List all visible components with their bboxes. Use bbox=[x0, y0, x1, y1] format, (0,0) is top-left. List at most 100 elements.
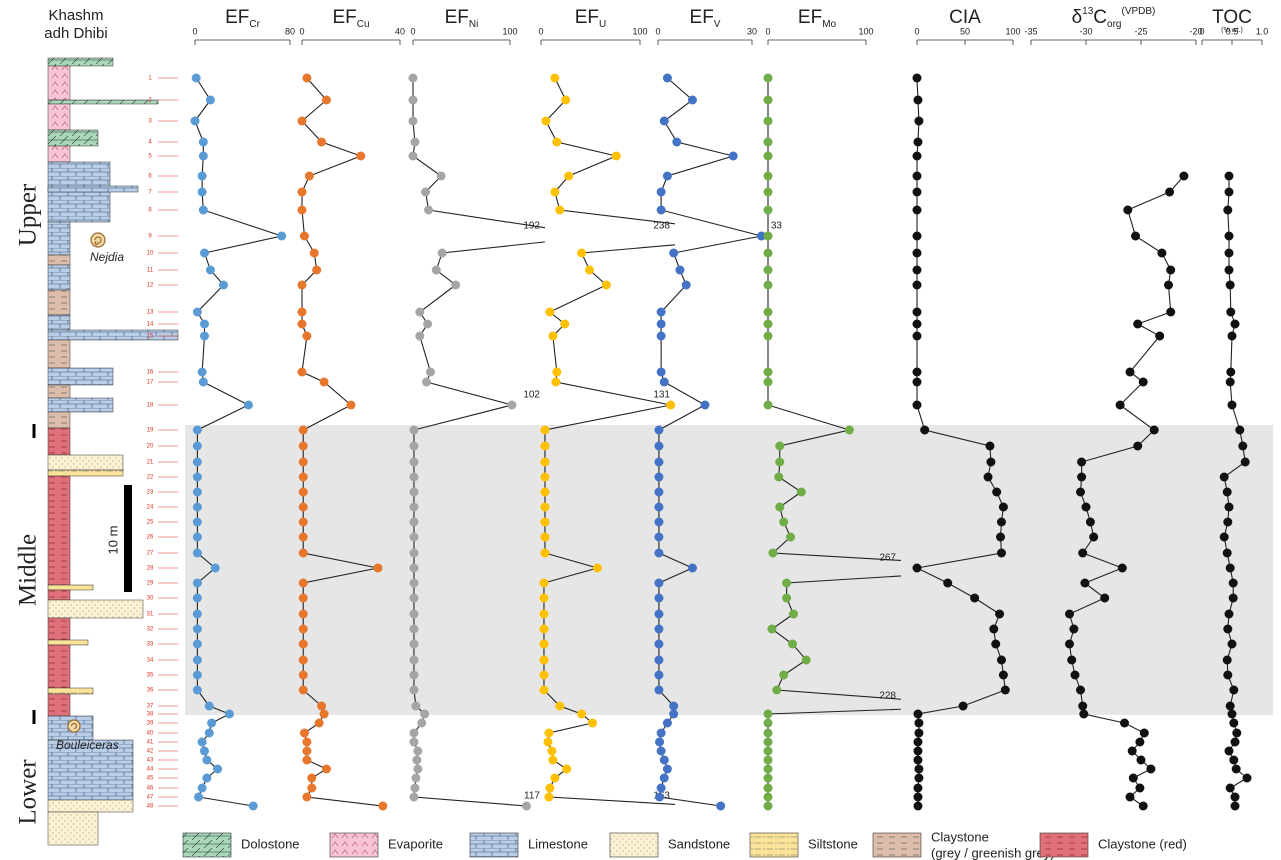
data-point bbox=[409, 594, 418, 603]
data-point bbox=[540, 458, 549, 467]
data-point bbox=[1226, 308, 1235, 317]
data-point bbox=[409, 533, 418, 542]
data-point bbox=[540, 518, 549, 527]
title-part: Cr bbox=[249, 19, 260, 30]
sample-label: 1 bbox=[148, 76, 152, 82]
lithology-bed bbox=[48, 645, 70, 688]
data-point bbox=[1164, 281, 1173, 290]
data-point bbox=[913, 378, 922, 387]
sample-label: 20 bbox=[147, 444, 154, 450]
data-point bbox=[1231, 738, 1240, 747]
data-point bbox=[764, 308, 773, 317]
data-point bbox=[409, 152, 418, 161]
panel-title: EFCu bbox=[332, 7, 369, 30]
lithology-bed bbox=[48, 104, 70, 130]
data-point bbox=[654, 473, 663, 482]
data-point bbox=[1080, 579, 1089, 588]
x-tick-label: 30 bbox=[747, 26, 757, 36]
data-point bbox=[764, 710, 773, 719]
data-point bbox=[669, 249, 678, 258]
data-point bbox=[1226, 564, 1235, 573]
sample-label: 27 bbox=[147, 551, 154, 557]
data-point bbox=[701, 401, 710, 410]
panel-title: EFNi bbox=[445, 7, 479, 30]
data-point bbox=[310, 249, 319, 258]
data-point bbox=[426, 368, 435, 377]
data-point bbox=[1226, 281, 1235, 290]
sample-label: 22 bbox=[147, 475, 154, 481]
data-point bbox=[764, 152, 773, 161]
data-point bbox=[999, 671, 1008, 680]
data-point bbox=[191, 117, 200, 126]
data-point bbox=[409, 671, 418, 680]
data-point bbox=[913, 281, 922, 290]
sample-label: 33 bbox=[147, 642, 154, 648]
data-point bbox=[657, 729, 666, 738]
data-point bbox=[913, 172, 922, 181]
data-point bbox=[206, 266, 215, 275]
data-point bbox=[577, 710, 586, 719]
data-point bbox=[729, 152, 738, 161]
data-point bbox=[764, 793, 773, 802]
unit-label: Middle bbox=[15, 534, 42, 606]
data-point bbox=[669, 702, 678, 711]
data-point bbox=[423, 320, 432, 329]
data-point bbox=[985, 442, 994, 451]
data-point bbox=[913, 738, 922, 747]
data-point bbox=[545, 308, 554, 317]
data-point bbox=[356, 152, 365, 161]
data-point bbox=[312, 266, 321, 275]
data-point bbox=[845, 426, 854, 435]
data-point bbox=[193, 610, 202, 619]
sample-label: 10 bbox=[147, 251, 154, 257]
lithology-bed bbox=[48, 290, 70, 315]
lithology-bed bbox=[48, 694, 70, 716]
panel-unit: (% wt.) bbox=[1221, 27, 1243, 34]
data-point bbox=[1140, 729, 1149, 738]
data-point bbox=[545, 784, 554, 793]
data-point bbox=[764, 784, 773, 793]
data-point bbox=[410, 138, 419, 147]
data-point bbox=[298, 188, 307, 197]
data-point bbox=[539, 579, 548, 588]
data-point bbox=[564, 172, 573, 181]
data-point bbox=[1065, 610, 1074, 619]
data-point bbox=[552, 368, 561, 377]
data-point bbox=[660, 117, 669, 126]
data-point bbox=[555, 206, 564, 215]
data-point bbox=[588, 719, 597, 728]
data-point bbox=[299, 488, 308, 497]
data-point bbox=[539, 671, 548, 680]
data-point bbox=[1243, 774, 1252, 783]
data-point bbox=[585, 266, 594, 275]
data-point bbox=[299, 640, 308, 649]
value-label: 192 bbox=[523, 221, 540, 232]
lithology-bed bbox=[48, 265, 70, 290]
data-point bbox=[432, 266, 441, 275]
lithology-bed bbox=[48, 130, 98, 146]
data-point bbox=[655, 793, 664, 802]
data-point bbox=[409, 518, 418, 527]
data-point bbox=[764, 401, 773, 410]
data-point bbox=[797, 488, 806, 497]
data-point bbox=[1231, 793, 1240, 802]
data-point bbox=[199, 378, 208, 387]
data-point bbox=[1238, 442, 1247, 451]
sample-label: 38 bbox=[147, 712, 154, 718]
data-point bbox=[540, 533, 549, 542]
data-point bbox=[299, 594, 308, 603]
lithology-bed bbox=[48, 385, 70, 398]
data-point bbox=[1225, 266, 1234, 275]
data-point bbox=[657, 308, 666, 317]
data-point bbox=[913, 138, 922, 147]
data-point bbox=[1228, 710, 1237, 719]
data-point bbox=[1220, 533, 1229, 542]
x-tick-label: 100 bbox=[858, 26, 873, 36]
title-part: EF bbox=[798, 7, 822, 28]
data-point bbox=[409, 96, 418, 105]
sample-label: 14 bbox=[147, 322, 154, 328]
data-point bbox=[1226, 368, 1235, 377]
sample-label: 32 bbox=[147, 627, 154, 633]
data-point bbox=[657, 784, 666, 793]
data-point bbox=[302, 756, 311, 765]
